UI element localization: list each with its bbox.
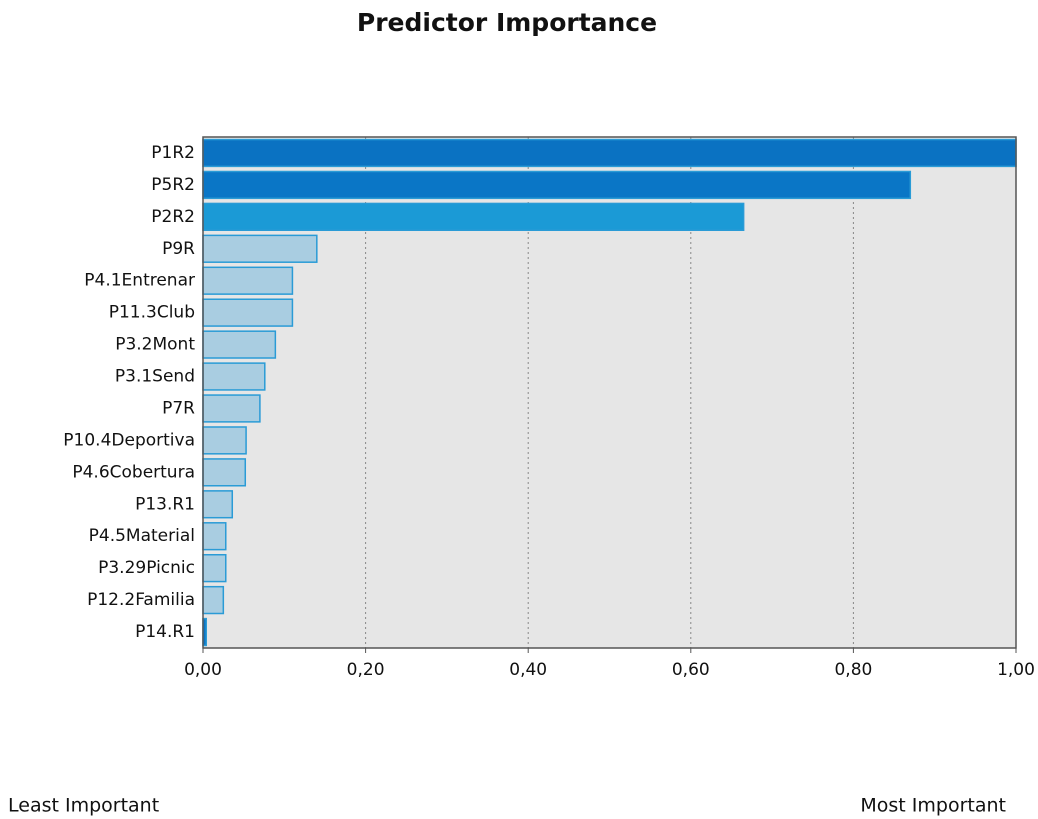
plot-border xyxy=(202,136,1017,649)
annotation: Most Important xyxy=(860,795,1006,817)
x-tick-label: 0,60 xyxy=(672,660,710,680)
bar xyxy=(202,585,225,615)
y-tick-label: P3.29Picnic xyxy=(98,558,195,578)
y-tick-label: P2R2 xyxy=(151,207,195,227)
y-tick-label: P13.R1 xyxy=(135,494,195,514)
chart-title: Predictor Importance xyxy=(357,8,657,37)
y-tick-label: P11.3Club xyxy=(109,303,195,323)
y-tick-label: P4.5Material xyxy=(89,526,195,546)
bar xyxy=(202,170,912,200)
bar xyxy=(202,553,227,583)
bar xyxy=(202,266,294,295)
x-tick-label: 0,40 xyxy=(509,660,547,680)
x-tick-label: 0,80 xyxy=(834,660,872,680)
bar xyxy=(202,490,234,519)
y-tick-label: P7R xyxy=(162,398,195,418)
bar xyxy=(202,330,277,359)
y-tick-label: P12.2Familia xyxy=(87,590,195,610)
bar xyxy=(202,394,261,423)
bar xyxy=(202,202,745,232)
x-tick-label: 0,20 xyxy=(347,660,385,680)
y-tick-label: P3.2Mont xyxy=(115,335,195,355)
y-tick-label: P10.4Deportiva xyxy=(63,430,195,450)
x-tick-label: 1,00 xyxy=(997,660,1035,680)
bar xyxy=(202,234,318,263)
bar xyxy=(202,362,266,391)
annotation: Least Important xyxy=(8,795,159,817)
y-tick-label: P5R2 xyxy=(151,175,195,195)
y-tick-label: P3.1Send xyxy=(115,367,195,387)
bar xyxy=(202,458,247,487)
y-tick-label: P1R2 xyxy=(151,143,195,163)
y-tick-label: P9R xyxy=(162,239,195,259)
y-tick-label: P4.1Entrenar xyxy=(84,271,195,291)
y-tick-label: P14.R1 xyxy=(135,622,195,642)
bar xyxy=(202,138,1017,168)
y-tick-label: P4.6Cobertura xyxy=(72,462,195,482)
bar xyxy=(202,426,247,455)
x-tick-label: 0,00 xyxy=(184,660,222,680)
bar xyxy=(202,522,227,551)
bar xyxy=(202,298,294,327)
